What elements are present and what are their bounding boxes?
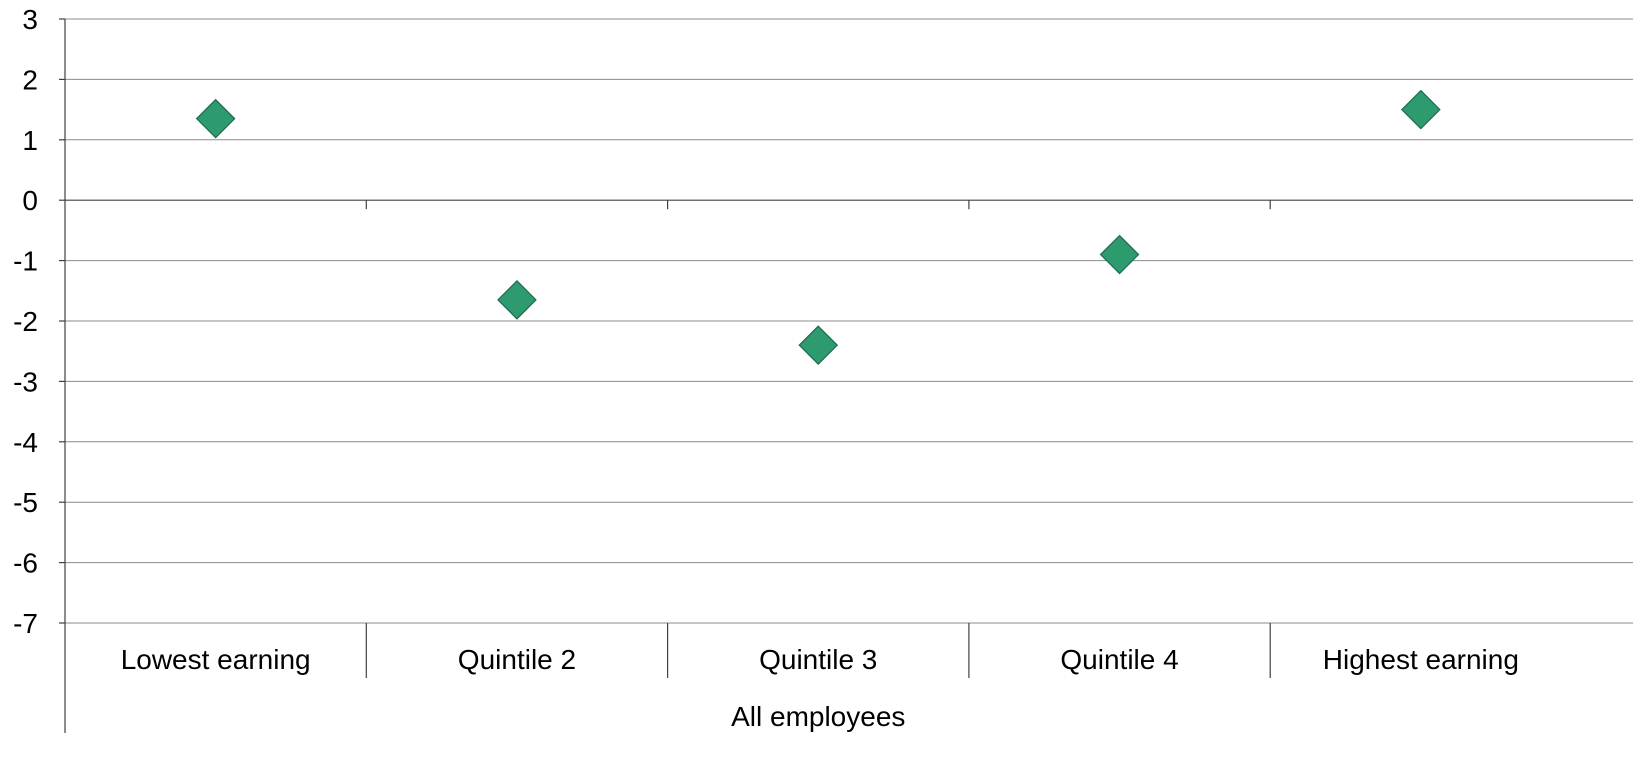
category-label: Highest earning — [1323, 644, 1519, 675]
y-axis-tick-labels: 3 2 1 0 -1 -2 -3 -4 -5 -6 -7 — [13, 4, 38, 639]
category-label: Quintile 2 — [458, 644, 576, 675]
y-tick-label: 1 — [22, 125, 38, 156]
category-label: Quintile 4 — [1060, 644, 1178, 675]
y-tick-label: -4 — [13, 427, 38, 458]
diamond-marker — [497, 280, 537, 320]
gridlines — [65, 18, 1633, 624]
diamond-marker — [1401, 89, 1441, 130]
x-axis-group-label: All employees — [731, 701, 905, 732]
y-tick-label: 3 — [22, 4, 38, 35]
y-tick-label: -6 — [13, 548, 38, 579]
x-axis-category-labels: Lowest earning Quintile 2 Quintile 3 Quinti… — [121, 644, 1519, 675]
y-tick-label: -7 — [13, 608, 38, 639]
y-tick-label: 2 — [22, 64, 38, 95]
y-tick-label: -2 — [13, 306, 38, 337]
diamond-marker — [798, 325, 839, 366]
y-tick-label: -3 — [13, 366, 38, 397]
diamond-marker — [1099, 234, 1140, 275]
y-tick-label: -5 — [13, 487, 38, 518]
data-points — [195, 89, 1441, 366]
diamond-marker — [195, 98, 236, 139]
category-label: Quintile 3 — [759, 644, 877, 675]
axes — [59, 18, 1633, 733]
y-tick-label: -1 — [13, 246, 38, 277]
y-tick-label: 0 — [22, 185, 38, 216]
category-label: Lowest earning — [121, 644, 311, 675]
